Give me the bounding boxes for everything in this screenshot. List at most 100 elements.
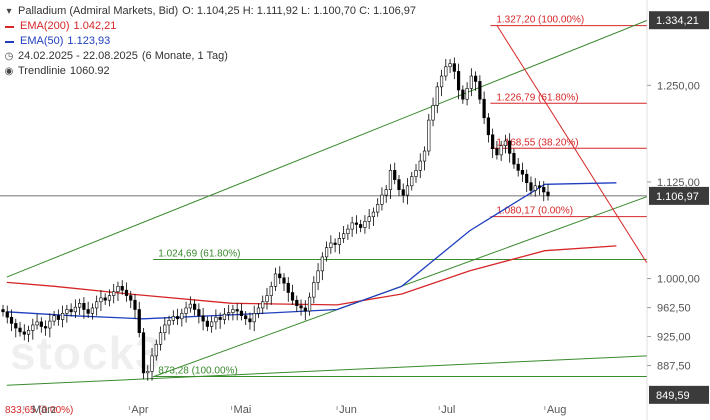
legend: ▾ Palladium (Admiral Markets, Bid) O: 1.… (4, 4, 416, 79)
candle-body (431, 105, 435, 121)
candle-body (546, 191, 550, 197)
candle-body (465, 88, 469, 100)
ema200-line (6, 245, 617, 306)
candle (350, 216, 354, 237)
fib-lower-label: 873,28 (100.00%) (158, 366, 238, 377)
candle-body (295, 299, 299, 306)
candle (244, 311, 248, 325)
candle-body (154, 343, 158, 357)
candle (478, 75, 482, 104)
candle-body (422, 150, 427, 162)
candle (248, 312, 252, 330)
candle (516, 157, 520, 177)
candle-body (461, 89, 465, 100)
candle (401, 183, 405, 203)
candle-body (239, 310, 244, 316)
target-icon: ◉ (4, 66, 14, 77)
candle-body (256, 307, 261, 314)
candle-body (26, 330, 31, 335)
candle (265, 287, 269, 310)
candle (14, 318, 18, 338)
candle (184, 301, 188, 323)
candle-body (214, 316, 218, 323)
price-bottom-box (649, 385, 709, 404)
candle (167, 315, 171, 335)
candle-body (43, 326, 48, 329)
candle-body (469, 75, 473, 89)
candle-body (48, 320, 52, 329)
candle-body (137, 309, 141, 333)
candle (525, 169, 529, 192)
price-current-label: 1.106,97 (656, 191, 699, 203)
candle-body (73, 306, 77, 313)
ema50-label: EMA(50) (20, 35, 64, 47)
candle (499, 140, 503, 162)
candle (474, 71, 478, 91)
candle (235, 303, 239, 321)
candle (95, 295, 99, 316)
candle-body (146, 371, 150, 374)
candle (107, 289, 112, 307)
candle (329, 235, 333, 254)
candle (414, 164, 418, 183)
candle (533, 178, 537, 197)
candle (469, 68, 473, 97)
candle-body (542, 187, 546, 193)
ema50-line (6, 182, 617, 320)
candle-body (261, 301, 265, 309)
candle (452, 57, 456, 80)
legend-trendline-row: ◉ Trendlinie 1060.92 (4, 64, 416, 79)
watermark: stock3 (10, 327, 162, 379)
candle (82, 297, 86, 319)
candle-body (363, 221, 367, 228)
y-tick-label: 962,50 (657, 303, 691, 315)
candle-body (329, 242, 333, 248)
candle-body (9, 316, 14, 324)
candle-body (537, 185, 542, 188)
candle-body (124, 289, 129, 296)
candle (384, 185, 388, 203)
candle-body (86, 309, 90, 314)
candle-body (188, 303, 192, 309)
candle-body (1, 309, 5, 313)
candle-body (405, 185, 410, 196)
candle (222, 307, 227, 325)
candle-body (120, 286, 124, 291)
candle (163, 317, 167, 341)
candle-body (346, 228, 350, 235)
trendline-value: 1060.92 (69, 65, 110, 77)
trend-line-falling (496, 25, 648, 264)
candle-body (290, 292, 295, 301)
candle-body (171, 316, 175, 321)
candle-body (456, 71, 461, 91)
legend-ema200-row: EMA(200) 1.042,21 (4, 19, 416, 34)
candle (150, 348, 154, 381)
candle-body (99, 297, 103, 303)
candle-body (333, 242, 337, 245)
candle (482, 91, 486, 124)
candle-body (393, 170, 397, 180)
candle (137, 301, 141, 338)
candle (337, 232, 341, 254)
candle (31, 318, 35, 340)
candle (141, 328, 146, 380)
ema200-swatch (5, 25, 14, 28)
chevron-down-icon[interactable]: ▾ (6, 6, 12, 17)
candle (367, 209, 371, 230)
candle (495, 140, 499, 160)
candle-body (78, 303, 82, 308)
candle (512, 148, 516, 169)
candle-body (141, 332, 146, 374)
ema200-label: EMA(200) (20, 20, 70, 32)
candle (43, 320, 48, 336)
candle (86, 301, 90, 319)
candle-body (252, 313, 256, 323)
date-range: 24.02.2025 - 22.08.2025 (18, 50, 138, 62)
candle (461, 85, 465, 104)
x-tick-label: März (32, 404, 56, 416)
candle (210, 315, 214, 333)
candle-body (210, 321, 214, 327)
candle (116, 281, 120, 301)
candle-body (201, 315, 205, 322)
fib-upper-label: 1.080,17 (0.00%) (496, 206, 573, 217)
